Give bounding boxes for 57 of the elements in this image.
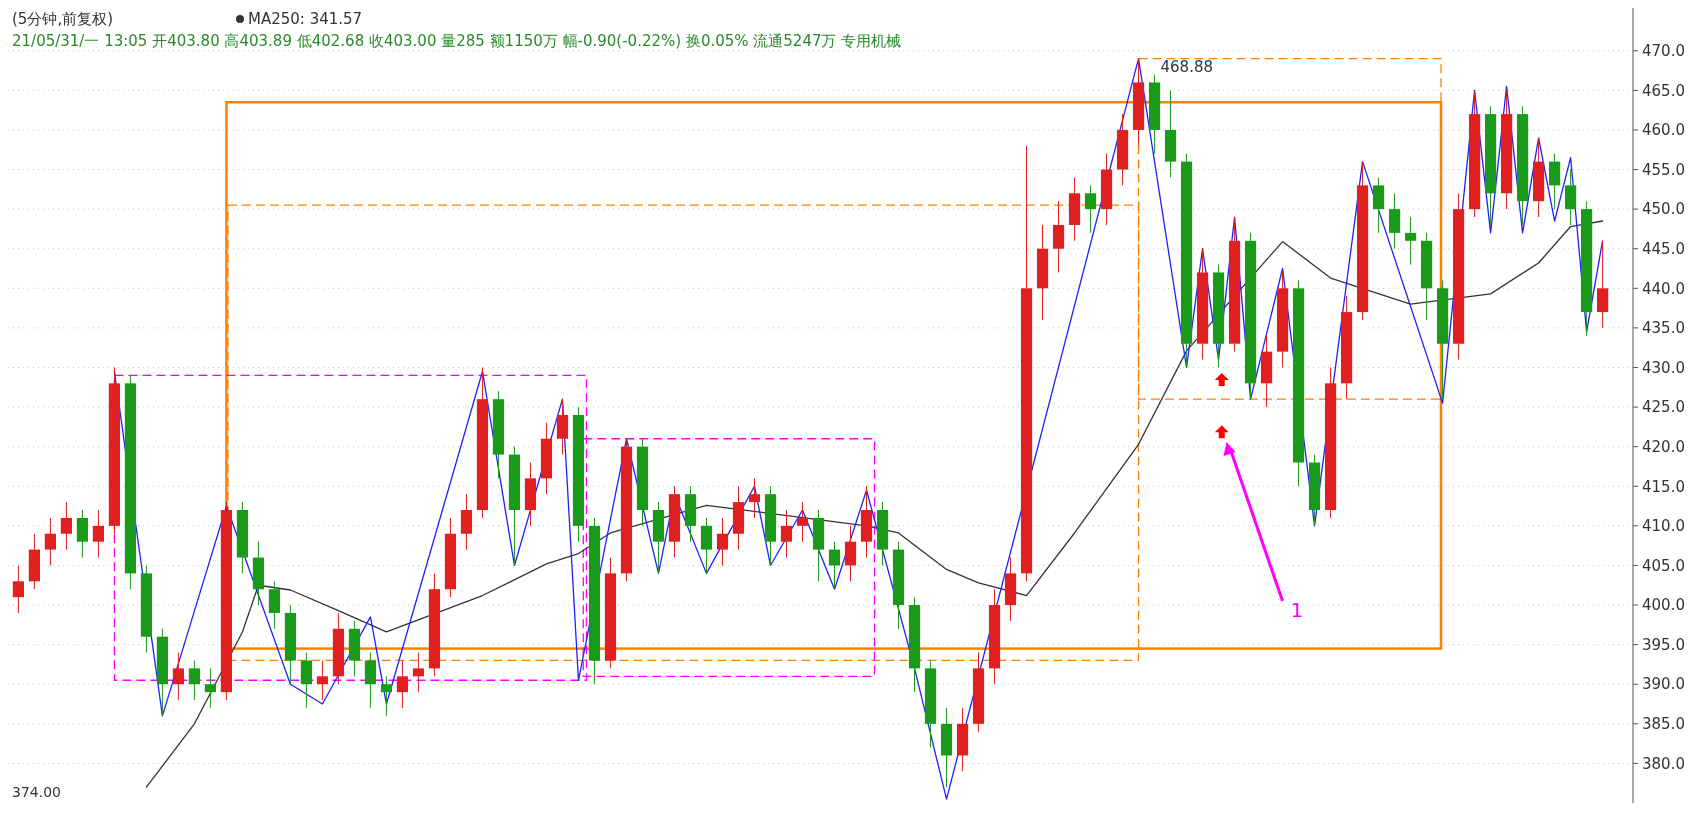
y-tick-label: 400.0	[1642, 596, 1685, 615]
y-tick-label: 395.0	[1642, 635, 1685, 654]
candlestick	[1564, 169, 1577, 226]
y-tick-label: 425.0	[1642, 398, 1685, 417]
candlestick	[1052, 200, 1065, 273]
candlestick	[204, 667, 217, 709]
candlestick	[60, 501, 73, 551]
candlestick	[268, 580, 281, 630]
y-tick-label: 450.0	[1642, 200, 1685, 219]
y-tick-label: 385.0	[1642, 715, 1685, 734]
candlestick	[380, 675, 393, 717]
candlestick	[396, 659, 409, 709]
candlestick	[780, 509, 793, 559]
candlestick	[76, 509, 89, 559]
candlestick	[92, 509, 105, 559]
y-tick-label: 465.0	[1642, 81, 1685, 100]
candlestick	[460, 493, 473, 551]
candlestick	[1548, 153, 1561, 210]
y-tick-label: 420.0	[1642, 437, 1685, 456]
annotation: 1	[1290, 597, 1304, 622]
y-tick-label: 445.0	[1642, 239, 1685, 258]
chart-title: (5分钟,前复权)	[12, 10, 114, 28]
candlestick	[1084, 184, 1097, 234]
candlestick	[1597, 240, 1609, 329]
candlestick	[1404, 216, 1417, 266]
candlestick	[556, 398, 569, 456]
candlestick	[700, 517, 713, 574]
annotation: 374.00	[12, 784, 61, 800]
candlestick	[844, 525, 857, 582]
candlestick	[828, 541, 841, 590]
y-tick-label: 430.0	[1642, 358, 1685, 377]
y-tick-label: 440.0	[1642, 279, 1685, 298]
candlestick	[172, 652, 185, 701]
y-tick-label: 380.0	[1642, 754, 1685, 773]
candlestick	[716, 517, 729, 566]
y-tick-label: 470.0	[1642, 42, 1685, 61]
candlestick	[364, 652, 377, 709]
y-tick-label: 415.0	[1642, 477, 1685, 496]
candlestick	[12, 564, 24, 614]
y-tick-label: 460.0	[1642, 121, 1685, 140]
candlestick	[412, 652, 425, 693]
candlestick	[44, 517, 57, 566]
candlestick	[1388, 192, 1401, 250]
y-tick-label: 405.0	[1642, 556, 1685, 575]
y-tick-label: 435.0	[1642, 319, 1685, 338]
candlestick	[796, 501, 809, 543]
legend-label: MA250: 341.57	[248, 10, 363, 28]
text: 21/05/31/一 13:05 开403.80 高403.89 低402.68 收403.00 量285 额1150万 幅-0.90(-0.22%) 换0.05% 流通5247万 专用机械	[12, 32, 902, 50]
y-tick-label: 410.0	[1642, 517, 1685, 536]
y-tick-label: 390.0	[1642, 675, 1685, 694]
annotation: 468.88	[1160, 58, 1214, 77]
y-tick-label: 455.0	[1642, 160, 1685, 179]
candlestick	[1372, 176, 1385, 234]
candlestick	[316, 659, 329, 701]
candlestick	[748, 477, 761, 519]
candlestick	[188, 659, 201, 701]
candlestick	[300, 652, 313, 709]
